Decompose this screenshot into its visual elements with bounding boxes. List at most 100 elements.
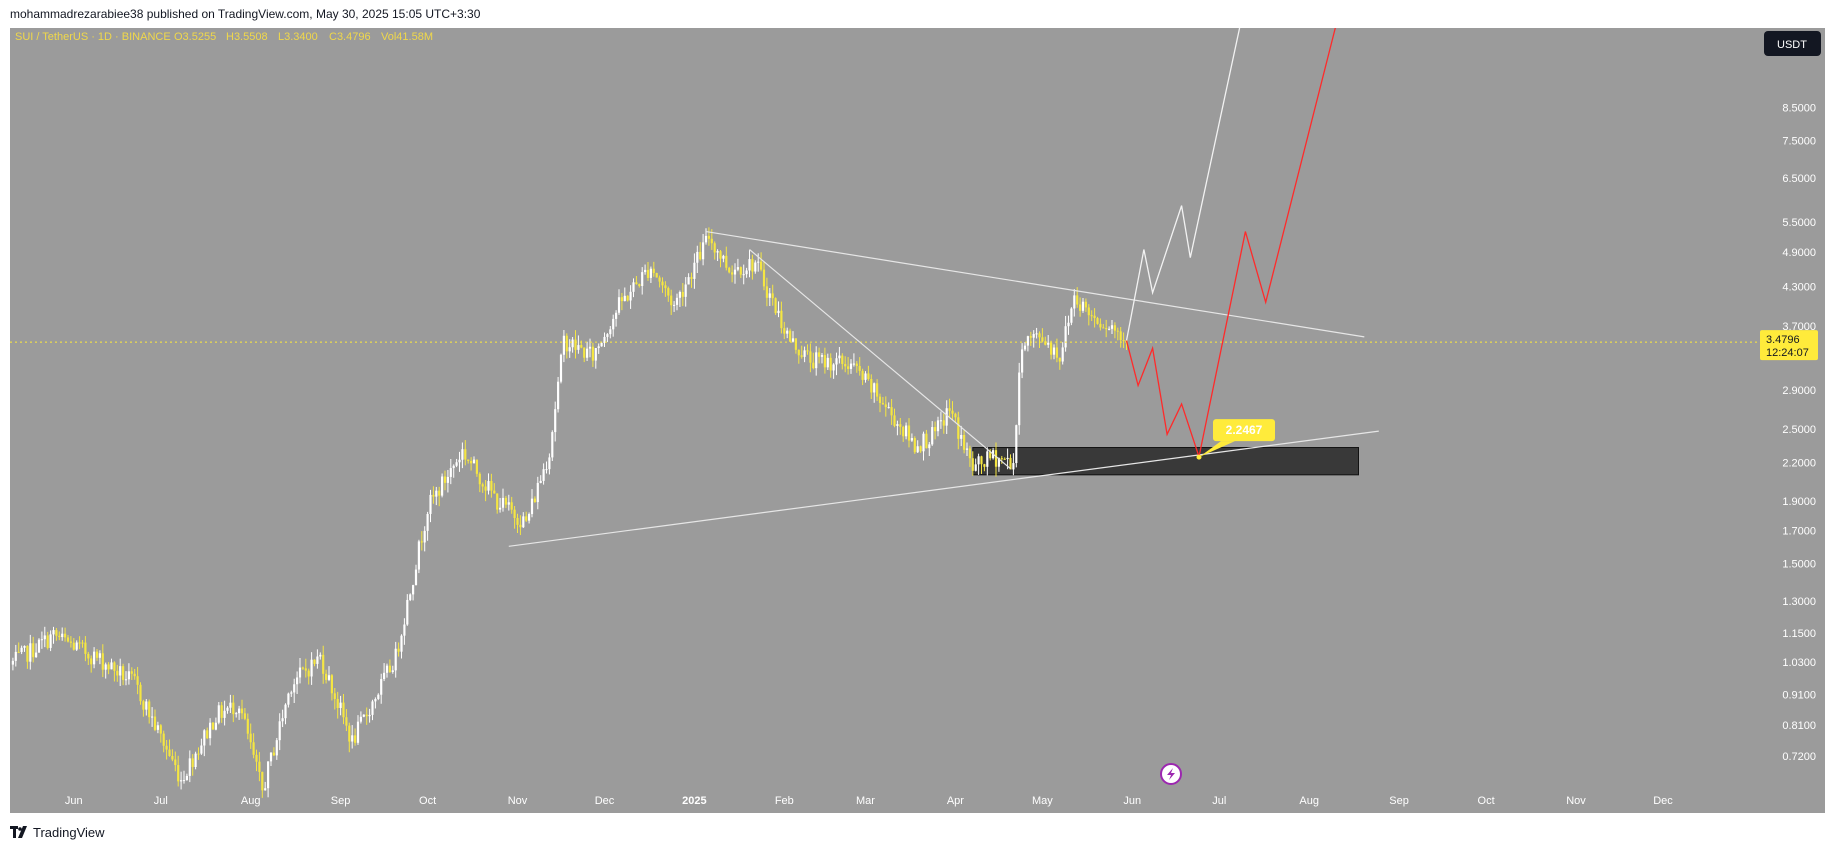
candle-body — [876, 383, 879, 397]
forecast-path-bullish[interactable] — [1125, 27, 1241, 341]
candle-body — [545, 469, 548, 471]
candle-body — [377, 694, 380, 699]
y-tick-label: 0.9100 — [1782, 690, 1816, 702]
x-tick-label: Dec — [1653, 795, 1673, 807]
currency-badge[interactable]: USDT — [1764, 31, 1821, 56]
candle-body — [847, 366, 850, 369]
x-tick-label: Dec — [595, 795, 615, 807]
candle-body — [238, 708, 241, 714]
candle-body — [510, 502, 513, 510]
candle-body — [359, 716, 362, 722]
footer-brand: TradingView — [33, 825, 105, 840]
candle-body — [699, 251, 702, 260]
candle-body — [873, 383, 876, 393]
candle-body — [855, 363, 858, 366]
candle-body — [707, 235, 710, 239]
candle-body — [1087, 307, 1090, 316]
annotation-label: 2.2467 — [1199, 419, 1275, 458]
y-tick-label: 6.5000 — [1782, 173, 1816, 185]
trendline[interactable] — [705, 230, 1365, 338]
candle-body — [919, 446, 922, 452]
candle-body — [731, 272, 734, 275]
candle-body — [104, 664, 107, 670]
candle-body — [267, 761, 270, 789]
candle-body — [1038, 333, 1041, 338]
candle-body — [374, 698, 377, 702]
candle-body — [760, 261, 763, 270]
candle-body — [174, 759, 177, 766]
candle-body — [1021, 349, 1024, 373]
candle-body — [165, 745, 168, 750]
candle-body — [806, 350, 809, 352]
candle-body — [470, 460, 473, 464]
trendline[interactable] — [508, 430, 1379, 547]
candle-body — [64, 633, 67, 638]
candle-body — [336, 698, 339, 708]
y-tick-label: 1.0300 — [1782, 657, 1816, 669]
candle-body — [209, 722, 212, 739]
candle-body — [287, 693, 290, 705]
candle-body — [957, 417, 960, 439]
candle-body — [110, 662, 113, 670]
candle-body — [156, 725, 159, 730]
candle-body — [43, 635, 46, 640]
tradingview-logo-icon[interactable] — [10, 826, 30, 840]
candle-body — [820, 355, 824, 357]
candle-body — [493, 490, 496, 494]
candle-body — [420, 541, 423, 543]
candle-body — [1058, 357, 1061, 362]
candle-body — [1061, 347, 1064, 362]
candle-body — [122, 666, 125, 680]
candle-body — [632, 282, 635, 292]
candle-body — [284, 704, 287, 719]
candle-body — [478, 473, 481, 485]
candle-body — [458, 459, 461, 463]
candle-body — [159, 725, 162, 734]
candle-body — [240, 708, 244, 714]
candle-body — [583, 347, 586, 358]
candle-body — [568, 347, 571, 352]
candle-body — [52, 630, 55, 635]
price-chart[interactable]: 0.7200 0.8100 0.9100 1.0300 1.1500 1.3000 1.50… — [10, 27, 1825, 813]
candle-body — [211, 722, 215, 730]
y-tick-label: 4.3000 — [1782, 282, 1816, 294]
candle-body — [235, 713, 238, 715]
currency-badge-label: USDT — [1777, 39, 1807, 51]
candle-body — [14, 651, 17, 661]
candle-body — [1064, 326, 1067, 348]
candle-body — [26, 645, 29, 662]
candle-body — [539, 480, 542, 483]
publisher-bar: mohammadrezarabiee38 published on Tradin… — [0, 0, 1835, 28]
candle-body — [432, 494, 435, 497]
candle-body — [588, 346, 592, 349]
candle-body — [838, 355, 841, 359]
candle-body — [922, 433, 925, 452]
candle-body — [304, 668, 307, 671]
forecast-path-bearish[interactable] — [1125, 27, 1336, 460]
candle-body — [522, 516, 525, 528]
candle-body — [826, 357, 829, 368]
candle-body — [171, 755, 174, 760]
demand-zone[interactable] — [972, 447, 1359, 476]
candle-body — [351, 735, 354, 742]
footer-bar: TradingView — [0, 816, 1835, 850]
candle-body — [11, 660, 14, 665]
candle-body — [371, 701, 374, 715]
candle-body — [931, 427, 934, 445]
candle-body — [815, 352, 818, 369]
trendline[interactable] — [749, 249, 1011, 470]
candle-body — [533, 498, 536, 503]
candle-body — [1035, 333, 1038, 335]
candle-body — [249, 733, 252, 743]
chart-pane[interactable]: 0.7200 0.8100 0.9100 1.0300 1.1500 1.3000 1.50… — [10, 27, 1825, 813]
lightning-icon[interactable] — [1160, 763, 1182, 785]
candle-body — [423, 530, 426, 543]
candle-body — [194, 753, 197, 767]
candle-body — [310, 659, 313, 677]
y-tick-label: 4.9000 — [1782, 247, 1816, 259]
candle-body — [690, 277, 693, 279]
candle-body — [139, 684, 142, 702]
candle-body — [397, 648, 400, 652]
candle-body — [1026, 336, 1029, 346]
candle-body — [188, 758, 191, 776]
